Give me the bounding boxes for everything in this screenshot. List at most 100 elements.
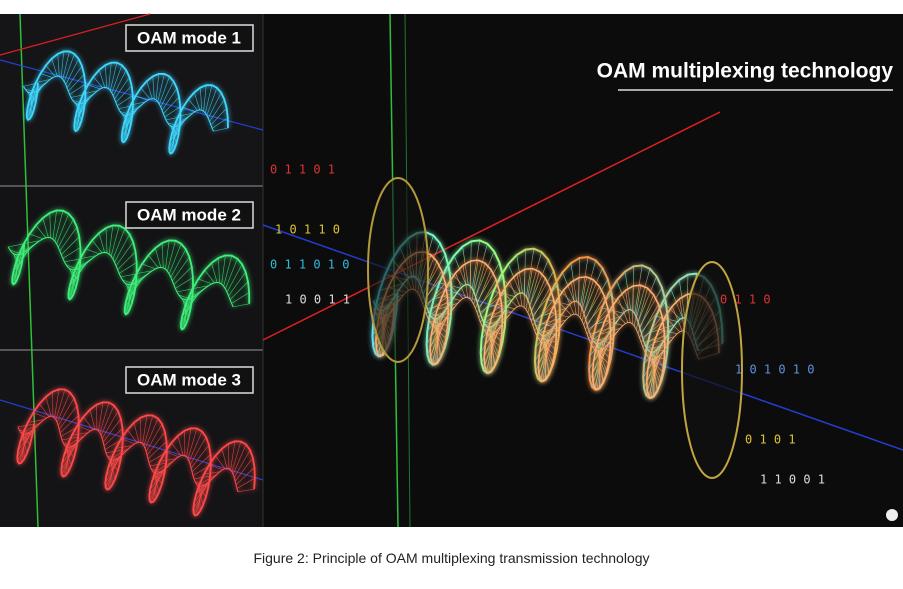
helix-rib	[221, 448, 228, 469]
helix-rib	[121, 438, 135, 445]
helix-rib	[56, 392, 71, 423]
helix-rib	[111, 447, 130, 459]
helix	[7, 209, 251, 331]
helix-rib	[188, 98, 198, 111]
helix-rib	[540, 332, 549, 382]
helix-rib	[49, 212, 52, 238]
helix-rib	[649, 339, 672, 357]
axis-line	[19, 13, 39, 528]
helix-rib	[427, 310, 449, 318]
helix-rib	[64, 258, 81, 263]
helix-rib	[57, 53, 60, 77]
helix-rib	[473, 263, 486, 305]
helix-rib	[473, 243, 488, 293]
helix-rib	[469, 260, 471, 299]
helix-rib	[42, 217, 49, 238]
helix-rib	[98, 402, 104, 431]
helix-rib	[634, 285, 641, 327]
helix-rib	[195, 476, 215, 495]
helix-rib	[54, 210, 64, 242]
helix-rib	[189, 436, 207, 465]
zoom-icon[interactable]	[886, 509, 898, 521]
helix-rib	[199, 87, 203, 111]
axis-line	[262, 111, 721, 341]
helix-rib	[167, 122, 180, 128]
helix-rib	[184, 290, 203, 309]
helix-rib	[211, 262, 218, 283]
helix-rib	[424, 282, 446, 310]
helix-rib	[582, 260, 597, 310]
helix-rib	[17, 423, 35, 428]
helix-rib	[649, 349, 658, 399]
helix-rib	[570, 263, 577, 302]
helix-rib	[126, 103, 143, 115]
helix-rib	[186, 428, 192, 457]
helix-rib	[66, 65, 83, 88]
helix-rib	[8, 243, 25, 248]
helix-rib	[670, 288, 683, 319]
helix-rib	[115, 241, 134, 267]
helix-rib	[128, 275, 147, 294]
helix-rib	[635, 288, 648, 330]
helix-rib	[439, 282, 461, 289]
helix-rib	[63, 437, 83, 456]
helix-rib	[532, 299, 554, 326]
helix-rib	[500, 276, 518, 295]
helix-rib	[193, 475, 211, 480]
helix-rib	[507, 263, 521, 294]
helix-rib	[56, 213, 69, 245]
helix-rib	[430, 310, 453, 337]
helix-rib	[198, 278, 212, 285]
helix-rib	[14, 254, 19, 284]
helix-rib	[33, 412, 47, 419]
helix-rib	[183, 299, 188, 329]
helix-rib	[144, 418, 159, 449]
helix-rib	[98, 232, 105, 253]
helix-rib	[234, 457, 254, 482]
helix-rib	[68, 265, 84, 294]
helix-rib	[60, 51, 65, 78]
helix-rib	[604, 320, 623, 326]
helix-rib	[226, 264, 243, 293]
helix-rib	[164, 106, 181, 118]
helix-rib	[45, 65, 56, 77]
helix-rib	[112, 228, 126, 260]
helix-rib	[583, 286, 600, 326]
label-box	[125, 201, 254, 229]
helix-rib	[23, 421, 42, 433]
helix-rib	[105, 227, 108, 253]
helix-rib	[141, 263, 156, 270]
helix-rib	[115, 445, 133, 449]
helix-rib	[586, 307, 609, 335]
helix-rib	[26, 90, 38, 119]
helix-rib	[19, 424, 39, 443]
helix-rib	[123, 106, 141, 124]
helix-rib	[145, 423, 163, 452]
helix-rib	[637, 294, 654, 334]
helix-rib	[111, 65, 123, 94]
disc	[367, 177, 429, 363]
helix-rib	[455, 272, 466, 298]
helix-rib	[550, 312, 569, 318]
helix-rib	[105, 452, 125, 477]
helix-rib	[487, 299, 513, 308]
label-box	[125, 366, 254, 394]
helix-rib	[581, 279, 594, 322]
helix-rib	[133, 422, 140, 443]
helix-rib	[149, 462, 167, 467]
helix-rib	[562, 272, 575, 302]
helix-rib	[26, 90, 37, 103]
helix-rib	[127, 284, 132, 314]
helix-rib	[537, 312, 564, 333]
helix-rib	[67, 434, 86, 446]
helix-rib	[583, 267, 603, 314]
helix-rib	[599, 328, 621, 335]
figure-image: 0 1 1 0 1 1 0 1 1 0 0 1 1 0 1 0 1 0 0 1 1 0 …	[0, 13, 903, 528]
helix-rib	[188, 431, 203, 462]
helix-rib	[61, 236, 80, 255]
helix-rib	[640, 316, 663, 343]
helix-rib	[595, 341, 604, 390]
helix-rib	[545, 319, 567, 327]
binary-digits: 0 1 1 0 1	[270, 163, 335, 177]
helix-rib	[593, 335, 615, 362]
